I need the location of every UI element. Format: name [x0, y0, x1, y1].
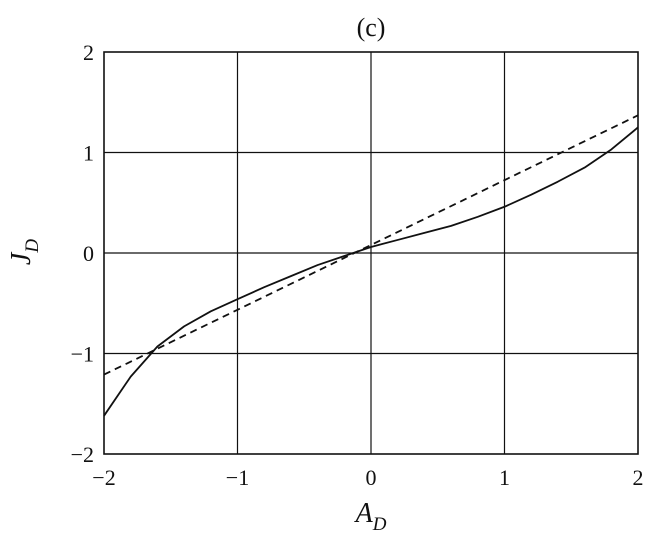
chart-title: (c) [357, 13, 386, 42]
y-axis-label-main: J [6, 251, 37, 265]
y-tick-label: 1 [83, 141, 94, 166]
x-tick-label: 0 [366, 465, 377, 490]
y-tick-label: 0 [83, 241, 94, 266]
y-tick-label: 2 [83, 40, 94, 65]
series-line-dashed [103, 114, 639, 376]
plot-frame [103, 51, 639, 455]
y-axis-label: JD [6, 239, 43, 265]
series-layer [103, 114, 639, 417]
x-tick-label: 2 [633, 465, 644, 490]
x-tick-label: 1 [499, 465, 510, 490]
y-tick-label: −2 [71, 442, 94, 467]
x-axis-label-sub: D [372, 514, 387, 535]
x-axis-label-main: A [354, 498, 374, 529]
x-tick-label: −2 [92, 465, 115, 490]
series-line-solid [103, 126, 639, 417]
x-axis-label: AD [354, 498, 387, 535]
y-axis-label-sub: D [22, 239, 43, 254]
y-tick-labels: −2 −1 0 1 2 [71, 40, 94, 467]
grid-lines [104, 52, 638, 454]
x-tick-labels: −2 −1 0 1 2 [92, 465, 643, 490]
x-tick-label: −1 [226, 465, 249, 490]
y-tick-label: −1 [71, 342, 94, 367]
